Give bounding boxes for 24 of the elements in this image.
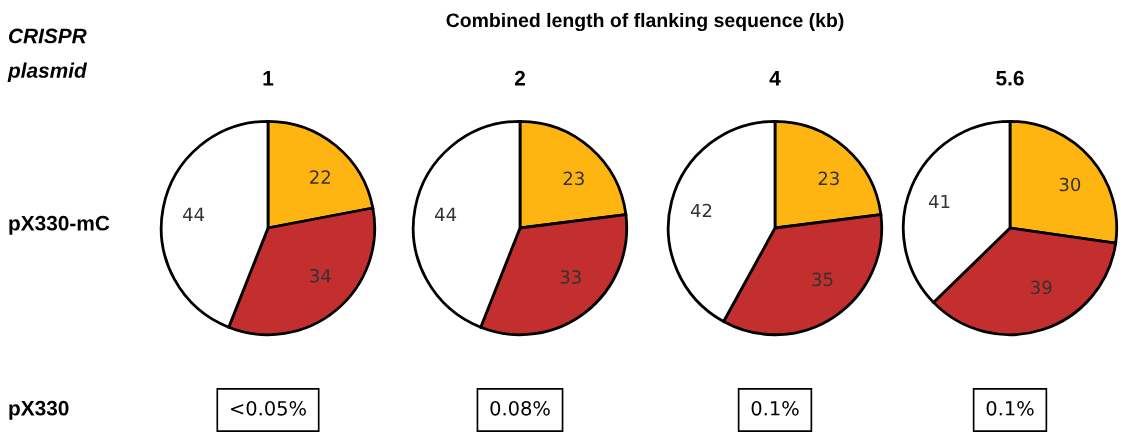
data-label: 22 bbox=[310, 170, 330, 184]
data-label: 33 bbox=[560, 270, 581, 284]
data-label: 42 bbox=[690, 203, 712, 218]
chart-title: 2 bbox=[514, 70, 525, 86]
text: 0.08% bbox=[490, 400, 550, 416]
data-label: 44 bbox=[435, 207, 457, 221]
chart-title: 4 bbox=[769, 71, 781, 86]
data-label: 39 bbox=[1031, 280, 1052, 295]
data-label: 35 bbox=[812, 272, 833, 287]
data-label: 41 bbox=[928, 194, 950, 209]
text: 0.1% bbox=[986, 400, 1034, 416]
text: pX330 bbox=[9, 400, 69, 420]
text: CRISPR plasmid bbox=[7, 28, 88, 82]
text: 0.1% bbox=[751, 400, 799, 416]
data-label: 23 bbox=[818, 171, 839, 186]
chart-title: 1 bbox=[263, 71, 274, 86]
text: pX330-mC bbox=[9, 215, 110, 235]
chart-title: 5.6 bbox=[996, 70, 1024, 86]
text: <0.05% bbox=[231, 400, 306, 416]
data-label: 44 bbox=[183, 207, 205, 221]
text: Combined length of flanking sequence (kb) bbox=[446, 12, 844, 32]
data-label: 34 bbox=[310, 268, 331, 283]
data-label: 30 bbox=[1059, 177, 1081, 192]
data-label: 23 bbox=[563, 171, 584, 186]
